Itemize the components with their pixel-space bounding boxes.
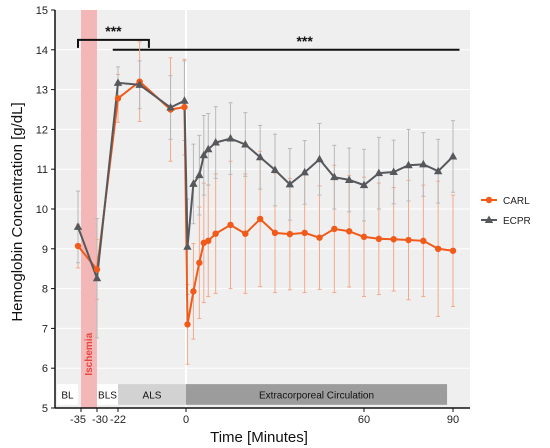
phase-label: Extracorporeal Circulation xyxy=(259,390,374,401)
phase-bar xyxy=(97,384,118,405)
data-point-ecpr xyxy=(344,175,354,183)
data-point-ecpr xyxy=(300,167,309,176)
data-point-ecpr xyxy=(226,134,235,142)
data-point-carl xyxy=(375,235,383,243)
data-point-ecpr xyxy=(241,140,250,148)
data-point-carl xyxy=(181,103,188,111)
y-tick-label: 6 xyxy=(42,363,48,375)
data-point-ecpr xyxy=(315,154,324,163)
data-point-carl xyxy=(405,236,412,244)
data-point-ecpr xyxy=(204,144,213,153)
data-point-carl xyxy=(286,230,294,238)
data-point-carl xyxy=(449,247,457,254)
phase-label: BLS xyxy=(98,390,117,401)
phase-bar xyxy=(118,384,186,405)
data-point-ecpr xyxy=(433,166,443,175)
data-point-ecpr xyxy=(166,103,175,111)
data-point-carl xyxy=(390,236,397,243)
data-point-ecpr xyxy=(180,96,189,104)
data-point-ecpr xyxy=(404,160,413,169)
data-point-ecpr xyxy=(189,179,198,187)
x-axis-title: Time [Minutes] xyxy=(210,429,308,446)
data-point-ecpr xyxy=(285,179,295,188)
legend-label-carl: CARL xyxy=(503,196,530,207)
significance-label: *** xyxy=(296,33,313,49)
data-point-carl xyxy=(227,221,234,229)
x-tick-label: 0 xyxy=(183,414,189,426)
data-point-ecpr xyxy=(135,80,144,88)
data-point-carl xyxy=(301,229,308,237)
data-point-carl xyxy=(331,225,338,233)
data-point-ecpr xyxy=(448,151,458,160)
data-point-ecpr xyxy=(359,180,369,189)
data-point-carl xyxy=(316,234,323,241)
legend-marker-carl xyxy=(485,196,493,204)
y-tick-label: 5 xyxy=(42,403,48,415)
data-point-carl xyxy=(184,321,191,328)
data-point-carl xyxy=(74,242,82,250)
series-line-carl xyxy=(77,80,454,325)
y-tick-label: 15 xyxy=(36,5,48,17)
x-tick-label: -30 xyxy=(92,414,108,426)
data-point-ecpr xyxy=(419,159,428,168)
phase-label: BL xyxy=(61,390,74,401)
series-line-ecpr xyxy=(77,81,454,279)
significance-bracket xyxy=(77,38,150,48)
ischemia-band xyxy=(81,10,97,408)
data-point-carl xyxy=(420,237,427,245)
data-point-carl xyxy=(205,237,212,245)
data-point-carl xyxy=(212,230,219,237)
data-point-ecpr xyxy=(195,170,204,179)
data-point-ecpr xyxy=(374,168,384,177)
data-point-ecpr xyxy=(113,78,123,86)
x-tick-label: -22 xyxy=(110,414,126,426)
data-point-ecpr xyxy=(389,167,398,175)
significance-label: *** xyxy=(105,23,122,39)
y-tick-label: 8 xyxy=(42,284,48,296)
data-point-carl xyxy=(256,215,264,223)
y-tick-label: 10 xyxy=(36,204,48,216)
data-point-carl xyxy=(360,233,368,241)
y-tick-label: 13 xyxy=(36,85,48,97)
data-point-carl xyxy=(345,228,353,235)
data-point-ecpr xyxy=(270,165,280,173)
data-point-carl xyxy=(271,229,279,237)
data-point-carl xyxy=(114,95,122,102)
data-point-ecpr xyxy=(92,273,102,282)
y-tick-label: 12 xyxy=(36,124,48,136)
y-tick-label: 7 xyxy=(42,323,48,335)
data-point-ecpr xyxy=(73,222,83,230)
x-tick-label: 60 xyxy=(358,414,370,426)
phase-bar xyxy=(57,384,78,405)
y-axis-title: Hemoglobin Concentration [g/dL] xyxy=(9,102,26,321)
data-point-carl xyxy=(434,245,442,252)
x-tick-label: 90 xyxy=(447,414,459,426)
data-point-ecpr xyxy=(211,138,220,146)
x-tick-label: -35 xyxy=(70,414,86,426)
data-point-carl xyxy=(93,266,101,273)
legend-label-ecpr: ECPR xyxy=(503,216,531,227)
data-point-carl xyxy=(190,288,197,295)
data-point-ecpr xyxy=(255,152,265,161)
data-point-ecpr xyxy=(330,172,339,181)
data-point-ecpr xyxy=(183,242,192,250)
y-tick-label: 14 xyxy=(36,45,48,57)
phase-bar xyxy=(186,384,448,405)
ischemia-label: Ischemia xyxy=(84,332,95,375)
data-point-carl xyxy=(242,230,249,237)
data-point-carl xyxy=(196,259,203,266)
data-point-ecpr xyxy=(199,150,208,159)
y-tick-label: 9 xyxy=(42,244,48,256)
phase-label: ALS xyxy=(143,390,162,401)
legend-marker-ecpr xyxy=(484,215,494,223)
y-tick-label: 11 xyxy=(37,164,48,176)
